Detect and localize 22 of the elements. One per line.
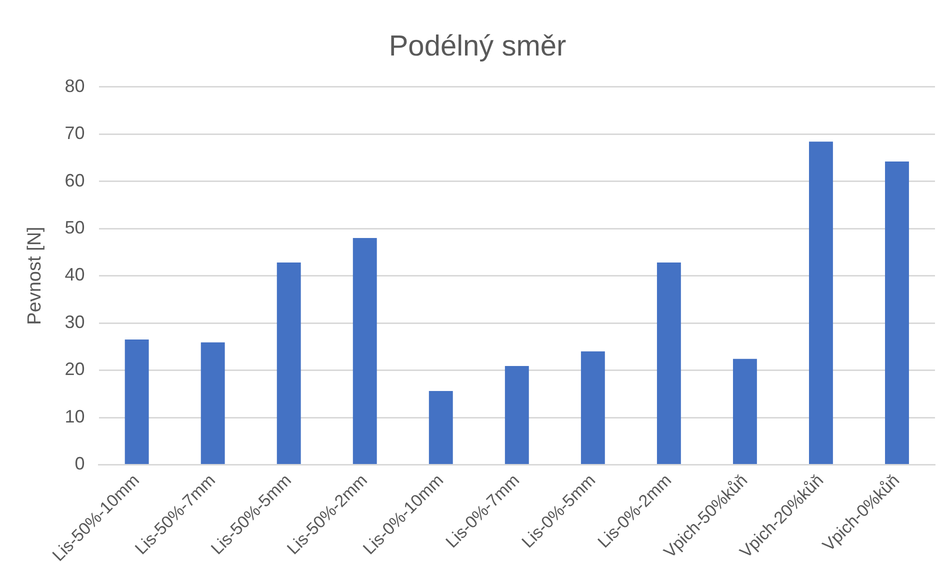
y-tick-label: 40 [64, 264, 85, 285]
bar [504, 366, 529, 464]
bar [276, 262, 301, 464]
bar [732, 358, 757, 464]
bar [428, 391, 453, 464]
bar [352, 238, 377, 464]
bar [809, 142, 833, 464]
y-tick-label: 0 [74, 454, 85, 474]
y-tick-label: 10 [64, 406, 85, 426]
chart-title: Podélný směr [388, 30, 566, 62]
bar [200, 342, 225, 464]
bar [656, 262, 681, 464]
y-tick-label: 70 [64, 123, 85, 144]
bar [580, 351, 605, 464]
y-axis-title: Pevnost [N] [24, 226, 46, 325]
y-tick-label: 20 [64, 359, 85, 380]
bar [124, 340, 149, 464]
bar [885, 161, 909, 464]
y-tick-label: 60 [64, 170, 85, 190]
y-tick-label: 30 [64, 312, 85, 332]
y-tick-label: 80 [64, 76, 85, 96]
y-tick-label: 50 [64, 218, 85, 238]
